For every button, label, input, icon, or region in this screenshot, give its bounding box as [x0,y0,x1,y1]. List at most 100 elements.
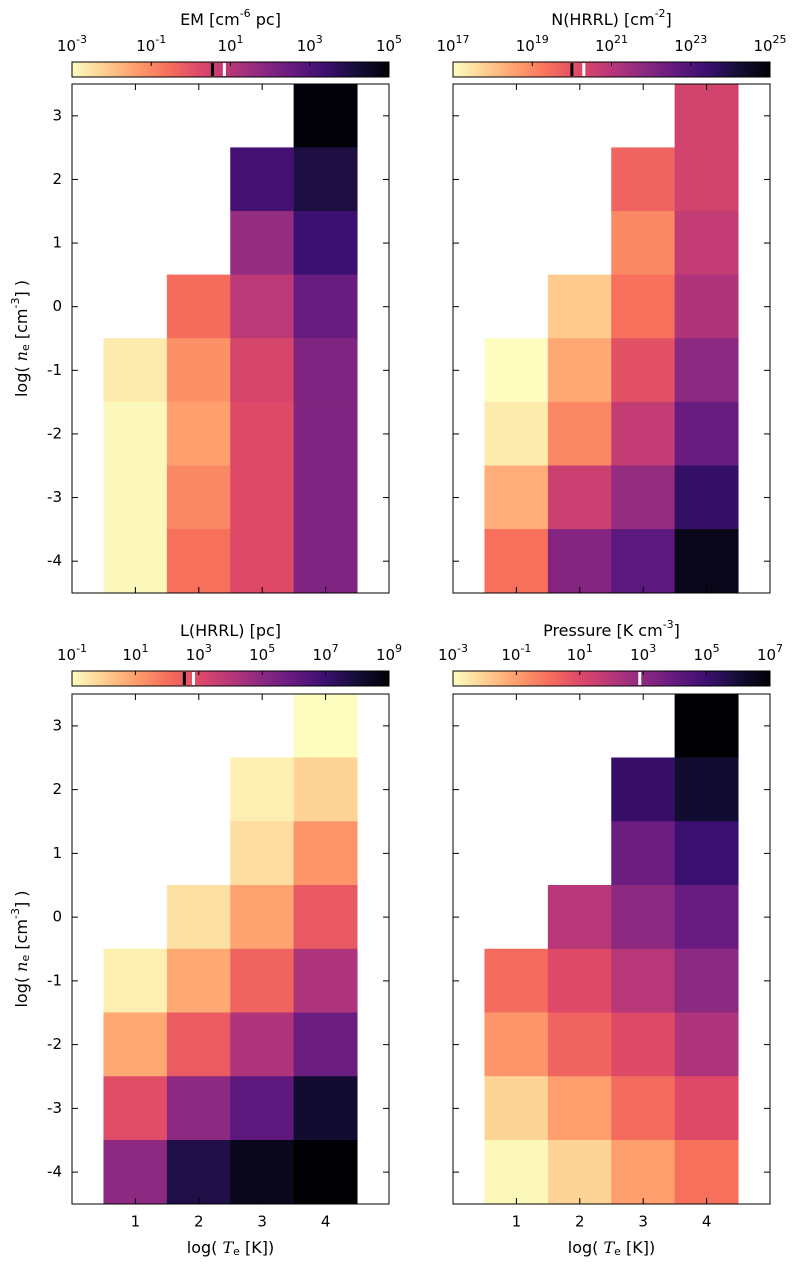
tick-exponent: 9 [395,642,402,655]
heatmap-cell [484,529,549,594]
x-tick-label: 4 [702,1213,712,1231]
x-tick-label: 1 [512,1213,522,1231]
colorbar-tick-label: 101 [217,33,243,55]
heatmap-cell [611,147,676,212]
tick-base: 10 [694,646,713,664]
y-tick-label: 2 [52,780,62,798]
y-tick-label: 1 [52,844,62,862]
x-axis-label-part: e [614,1245,621,1258]
y-axis-label-part: log( [12,361,31,397]
x-tick-label: 3 [257,1213,267,1231]
y-tick-label: -4 [47,1163,62,1181]
tick-base: 10 [501,646,520,664]
y-tick-label: -3 [47,488,62,506]
tick-exponent: 21 [614,33,628,46]
heatmap-cell [611,1012,676,1077]
tick-base: 10 [567,646,586,664]
heatmap-cell [230,757,295,822]
x-axis-label-part: [K]) [621,1238,655,1257]
panel-title-part: Pressure [K cm [543,621,663,640]
panel-title-part: pc] [251,10,281,29]
heatmap-cell [230,1076,295,1141]
colorbar-tick-label: 103 [297,33,323,55]
heatmap-cell [166,529,231,594]
y-tick-label: -3 [47,1099,62,1117]
tick-base: 10 [376,37,395,55]
tick-base: 10 [438,646,457,664]
tick-exponent: 5 [395,33,402,46]
heatmap-cell [293,948,358,1013]
heatmap-cell [293,338,358,403]
heatmap-cell [293,885,358,950]
colorbar-tick-label: 105 [249,642,275,664]
tick-exponent: 7 [332,642,339,655]
heatmap-cell [230,465,295,530]
heatmap-cell [166,1140,231,1205]
tick-base: 10 [595,37,614,55]
tick-exponent: 3 [316,33,323,46]
panel-title: L(HRRL) [pc] [180,621,281,640]
heatmap-cell [293,465,358,530]
y-axis-label-part: [cm [12,309,31,345]
colorbar-tick-label: 107 [757,642,783,664]
heatmap-cell [293,147,358,212]
heatmap-cell [611,821,676,886]
heatmap-cell [230,211,295,276]
heatmap-cell [611,757,676,822]
colorbar [452,670,771,687]
heatmap-cell [674,693,739,758]
tick-exponent: -1 [155,33,166,46]
y-tick-label: 3 [52,106,62,124]
heatmap-cell [293,211,358,276]
heatmap-cell [547,401,612,466]
tick-base: 10 [57,646,76,664]
x-axis-label: log( Te [K]) [568,1238,655,1259]
heatmap-cell [103,948,168,1013]
tick-exponent: 1 [141,642,148,655]
y-tick-label: 2 [52,170,62,188]
tick-exponent: 5 [268,642,275,655]
heatmap-cell [166,465,231,530]
tick-base: 10 [249,646,268,664]
heatmap-cell [166,948,231,1013]
heatmap-cell [230,274,295,339]
y-axis-label-part: -3 [9,908,22,919]
tick-exponent: -1 [76,642,87,655]
colorbar-tick-label: 107 [313,642,339,664]
tick-exponent: -3 [76,33,87,46]
tick-base: 10 [217,37,236,55]
y-axis-label-part: ] ) [12,890,31,908]
tick-base: 10 [136,37,155,55]
heatmap-cell [230,401,295,466]
tick-base: 10 [757,646,776,664]
heatmap-cell [484,338,549,403]
heatmap-cell [230,1012,295,1077]
panel-title-part: ] [674,621,680,640]
heatmap-cell [547,885,612,950]
y-axis-label-part: -3 [9,298,22,309]
panel-title: Pressure [K cm-3] [543,618,680,640]
heatmap-cell [674,211,739,276]
heatmap-cell [611,211,676,276]
colorbar-tick-label: 1021 [595,33,628,55]
colorbar-tick-label: 103 [630,642,656,664]
heatmap-cell [674,465,739,530]
colorbar-tick-label: 109 [376,642,402,664]
heatmap-cell [547,1012,612,1077]
heatmap-cell [484,465,549,530]
heatmap-cell [674,885,739,950]
tick-base: 10 [313,646,332,664]
y-tick-label: 1 [52,234,62,252]
tick-exponent: 23 [693,33,707,46]
tick-exponent: 1 [586,642,593,655]
x-axis-label-part: T [222,1238,234,1257]
heatmap-cell [103,1140,168,1205]
x-axis-label-part: T [603,1238,615,1257]
y-axis-label-part: n [12,962,31,972]
panel-title-part: L(HRRL) [pc] [180,621,281,640]
heatmap-cell [103,338,168,403]
colorbar-tick-label: 1025 [753,33,786,55]
colorbar-tick-label: 101 [122,642,148,664]
heatmap-cell [674,274,739,339]
y-axis-label-part: log( [12,972,31,1008]
